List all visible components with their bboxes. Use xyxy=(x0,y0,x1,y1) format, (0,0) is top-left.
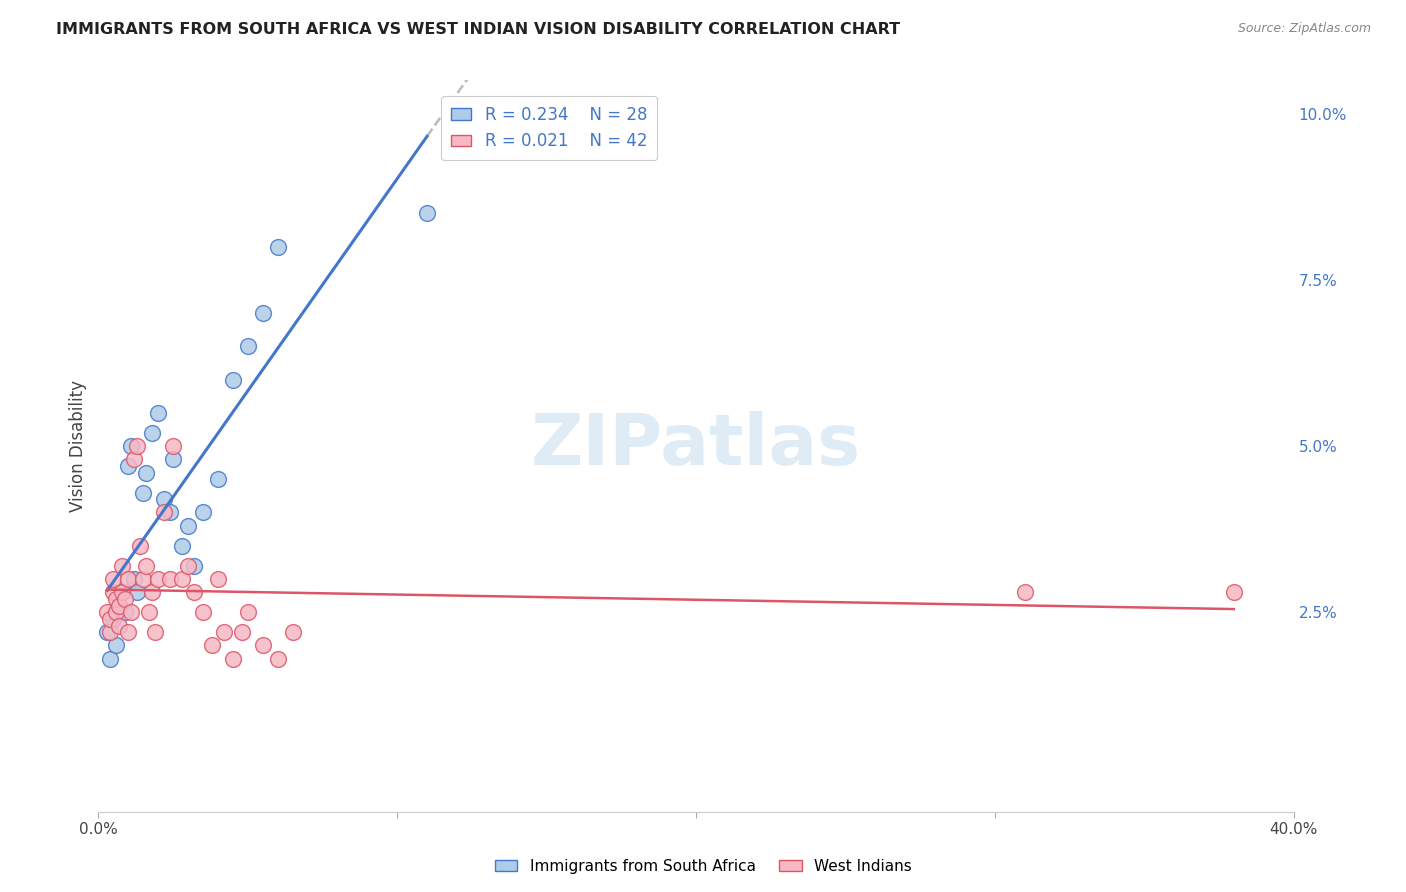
Point xyxy=(114,605,136,619)
Point xyxy=(111,585,134,599)
Point xyxy=(177,558,200,573)
Point xyxy=(135,558,157,573)
Point xyxy=(252,639,274,653)
Point xyxy=(96,605,118,619)
Point xyxy=(191,605,214,619)
Point xyxy=(267,239,290,253)
Point xyxy=(159,506,181,520)
Point xyxy=(172,572,194,586)
Point xyxy=(120,605,142,619)
Point xyxy=(162,439,184,453)
Point xyxy=(183,558,205,573)
Point xyxy=(117,572,139,586)
Point xyxy=(1223,585,1246,599)
Point xyxy=(141,585,163,599)
Point xyxy=(177,518,200,533)
Point xyxy=(132,485,155,500)
Point xyxy=(111,558,134,573)
Point xyxy=(141,425,163,440)
Point xyxy=(105,639,128,653)
Point xyxy=(143,625,166,640)
Y-axis label: Vision Disability: Vision Disability xyxy=(69,380,87,512)
Point xyxy=(153,506,176,520)
Point xyxy=(416,206,439,220)
Point xyxy=(114,591,136,606)
Point xyxy=(98,612,122,626)
Point xyxy=(132,572,155,586)
Point xyxy=(183,585,205,599)
Point xyxy=(236,339,259,353)
Point xyxy=(159,572,181,586)
Point xyxy=(124,572,146,586)
Point xyxy=(98,652,122,666)
Point xyxy=(191,506,214,520)
Point xyxy=(162,452,184,467)
Point xyxy=(108,618,131,632)
Point xyxy=(148,406,170,420)
Point xyxy=(212,625,235,640)
Point xyxy=(138,605,160,619)
Text: Source: ZipAtlas.com: Source: ZipAtlas.com xyxy=(1237,22,1371,36)
Point xyxy=(172,539,194,553)
Point xyxy=(148,572,170,586)
Point xyxy=(111,585,134,599)
Point xyxy=(108,599,131,613)
Point xyxy=(103,572,125,586)
Point xyxy=(252,306,274,320)
Point xyxy=(207,472,229,486)
Point xyxy=(153,492,176,507)
Point xyxy=(120,439,142,453)
Point xyxy=(103,585,125,599)
Point xyxy=(281,625,304,640)
Point xyxy=(105,605,128,619)
Text: ZIPatlas: ZIPatlas xyxy=(531,411,860,481)
Point xyxy=(236,605,259,619)
Point xyxy=(117,625,139,640)
Point xyxy=(222,372,245,386)
Legend: Immigrants from South Africa, West Indians: Immigrants from South Africa, West India… xyxy=(488,853,918,880)
Point xyxy=(103,612,125,626)
Point xyxy=(127,439,149,453)
Point xyxy=(267,652,290,666)
Point xyxy=(135,466,157,480)
Text: IMMIGRANTS FROM SOUTH AFRICA VS WEST INDIAN VISION DISABILITY CORRELATION CHART: IMMIGRANTS FROM SOUTH AFRICA VS WEST IND… xyxy=(56,22,900,37)
Point xyxy=(98,625,122,640)
Point xyxy=(105,591,128,606)
Point xyxy=(129,539,152,553)
Point xyxy=(117,458,139,473)
Point xyxy=(231,625,253,640)
Point xyxy=(108,599,131,613)
Point xyxy=(96,625,118,640)
Legend: R = 0.234    N = 28, R = 0.021    N = 42: R = 0.234 N = 28, R = 0.021 N = 42 xyxy=(441,96,657,161)
Point xyxy=(1014,585,1036,599)
Point xyxy=(127,585,149,599)
Point xyxy=(222,652,245,666)
Point xyxy=(201,639,224,653)
Point xyxy=(124,452,146,467)
Point xyxy=(207,572,229,586)
